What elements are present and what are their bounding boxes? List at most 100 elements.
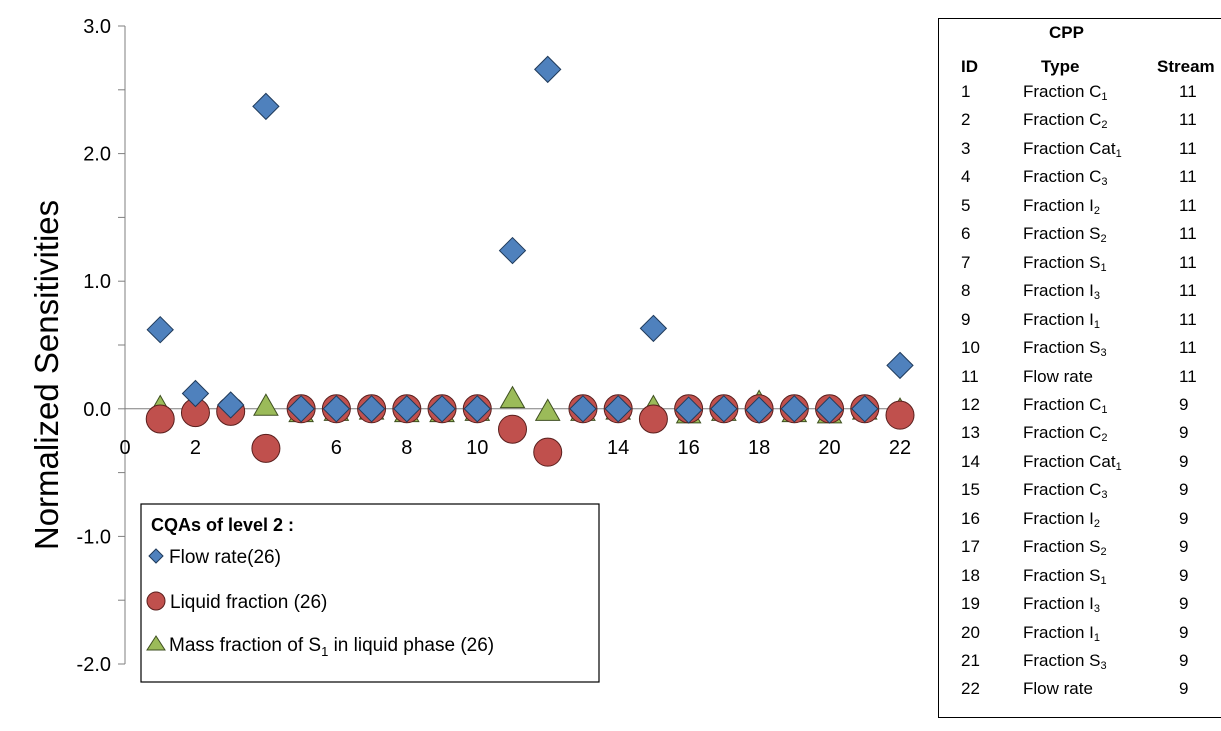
cpp-row-stream: 11 <box>1179 167 1197 187</box>
circle-marker <box>498 414 527 444</box>
cpp-row-id: 21 <box>961 651 980 670</box>
cpp-row-type: Flow rate <box>1023 366 1093 386</box>
cpp-table-row: 5 Fraction I2 11 <box>939 196 1221 224</box>
cpp-row-stream: 11 <box>1179 281 1197 301</box>
y-axis-title: Normalized Sensitivities <box>28 200 65 550</box>
diamond-marker <box>393 395 421 423</box>
cpp-row-type-subscript: 1 <box>1115 147 1122 160</box>
diamond-marker <box>851 395 879 423</box>
x-tick-label: 16 <box>678 437 700 459</box>
cpp-row-type: Fraction I2 <box>1023 508 1100 530</box>
y-tick-label: 0.0 <box>83 399 111 421</box>
diamond-marker <box>498 236 527 265</box>
diamond-marker <box>146 315 174 344</box>
cpp-row-stream: 9 <box>1179 508 1189 528</box>
cpp-table: CPP ID Type Stream 1 Fraction C1 11 2 Fracti… <box>938 18 1221 718</box>
cpp-row-stream: 9 <box>1179 651 1189 670</box>
triangle-marker <box>534 398 561 421</box>
x-tick-label: 0 <box>119 437 130 459</box>
legend-box <box>140 503 600 683</box>
chart-svg: 3.02.01.00.0-1.0-2.00246810121416182022 … <box>28 16 915 683</box>
cpp-row-id: 9 <box>961 309 971 329</box>
diamond-marker <box>181 379 210 408</box>
cpp-row-id: 8 <box>961 281 971 301</box>
cpp-row-type-subscript: 1 <box>1115 460 1122 473</box>
diamond-marker <box>815 396 844 424</box>
cpp-row-stream: 9 <box>1179 594 1189 614</box>
cpp-row-type-subscript: 2 <box>1093 517 1100 530</box>
cpp-row-stream: 11 <box>1179 338 1197 358</box>
cpp-header-stream: Stream <box>1157 57 1215 76</box>
cpp-row-stream: 9 <box>1179 565 1189 585</box>
cpp-row-type: Fraction S3 <box>1023 338 1107 360</box>
cpp-table-row: 2 Fraction C2 11 <box>939 110 1221 138</box>
diamond-marker <box>710 395 738 423</box>
cpp-row-stream: 11 <box>1179 252 1197 272</box>
cpp-row-type: Fraction C2 <box>1023 110 1108 132</box>
circle-marker <box>533 437 563 467</box>
cpp-row-id: 6 <box>961 224 971 244</box>
cpp-row-stream: 9 <box>1179 537 1189 557</box>
cpp-row-stream: 9 <box>1179 394 1189 414</box>
circle-marker <box>638 404 668 434</box>
cpp-table-row: 17 Fraction S2 9 <box>939 537 1221 565</box>
cpp-table-row: 19 Fraction I3 9 <box>939 594 1221 622</box>
cpp-row-type: Fraction S2 <box>1023 537 1107 559</box>
legend-item-mass-fraction: Mass fraction of S1 in liquid phase (26) <box>169 635 494 659</box>
y-tick-label: 2.0 <box>83 144 111 166</box>
cpp-table-row: 13 Fraction C2 9 <box>939 423 1221 451</box>
cpp-row-id: 5 <box>961 195 971 215</box>
diamond-marker <box>287 395 315 423</box>
y-tick-label: 1.0 <box>83 271 111 293</box>
cpp-row-type: Fraction Cat1 <box>1023 451 1122 473</box>
circle-marker <box>885 400 915 430</box>
legend-diamond-icon <box>148 548 164 564</box>
cpp-row-type: Fraction C1 <box>1023 394 1108 416</box>
cpp-row-stream: 9 <box>1179 679 1189 699</box>
diamond-marker <box>886 351 914 380</box>
cpp-table-row: 14 Fraction Cat1 9 <box>939 452 1221 480</box>
cpp-row-type: Fraction I3 <box>1023 594 1100 616</box>
diamond-marker <box>674 396 703 424</box>
x-tick-label: 18 <box>748 437 770 459</box>
cpp-table-row: 22 Flow rate 9 <box>939 679 1221 707</box>
cpp-row-type-subscript: 2 <box>1100 233 1107 246</box>
cpp-row-id: 2 <box>961 110 971 130</box>
cpp-row-type: Fraction C1 <box>1023 82 1108 103</box>
cpp-row-type-subscript: 2 <box>1101 432 1108 445</box>
cpp-row-stream: 11 <box>1179 138 1197 158</box>
cpp-row-type-subscript: 3 <box>1101 489 1108 502</box>
x-tick-label: 14 <box>607 437 629 459</box>
cpp-row-stream: 9 <box>1179 451 1189 471</box>
cpp-row-type: Fraction I1 <box>1023 309 1100 331</box>
cpp-row-id: 11 <box>961 366 979 386</box>
y-tick-label: -2.0 <box>77 654 111 676</box>
legend-item-flow-rate: Flow rate(26) <box>169 547 281 568</box>
cpp-table-row: 15 Fraction C3 9 <box>939 480 1221 508</box>
diamond-marker <box>463 395 491 423</box>
cpp-row-type: Fraction I2 <box>1023 195 1100 217</box>
cpp-row-id: 1 <box>961 82 971 101</box>
cpp-row-id: 14 <box>961 451 980 471</box>
legend-triangle-icon <box>146 635 166 651</box>
cpp-row-type-subscript: 1 <box>1093 631 1100 644</box>
cpp-row-type-subscript: 3 <box>1093 290 1100 303</box>
diamond-marker <box>745 396 773 424</box>
cpp-row-id: 3 <box>961 138 971 158</box>
cpp-row-type-subscript: 1 <box>1093 318 1100 331</box>
cpp-header-id: ID <box>961 57 978 76</box>
cpp-row-type-subscript: 3 <box>1100 347 1107 360</box>
x-tick-label: 2 <box>190 437 201 459</box>
cpp-table-row: 3 Fraction Cat1 11 <box>939 139 1221 167</box>
cpp-row-type-subscript: 3 <box>1093 603 1100 616</box>
diamond-marker <box>216 391 245 419</box>
triangle-marker <box>253 393 279 416</box>
cpp-row-id: 18 <box>961 565 980 585</box>
cpp-row-type: Fraction Cat1 <box>1023 138 1122 160</box>
diamond-marker <box>780 395 809 423</box>
cpp-table-row: 9 Fraction I1 11 <box>939 310 1221 338</box>
diamond-marker <box>534 55 562 84</box>
cpp-row-type: Fraction S1 <box>1023 252 1107 274</box>
x-tick-label: 20 <box>818 437 840 459</box>
